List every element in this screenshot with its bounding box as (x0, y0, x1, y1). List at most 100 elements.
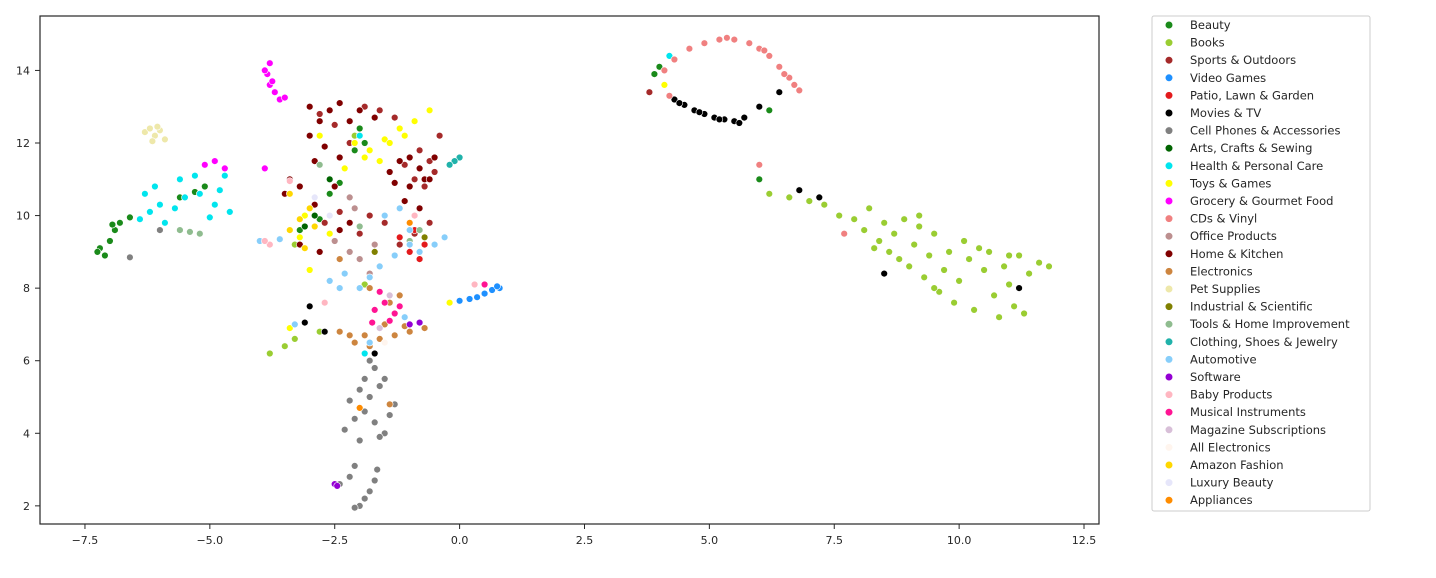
x-tick-label: 12.5 (1072, 534, 1097, 547)
data-point (765, 106, 773, 115)
data-point (311, 193, 319, 202)
data-point (201, 161, 209, 169)
data-point (445, 299, 454, 307)
data-point (361, 494, 369, 503)
data-point (146, 124, 154, 133)
data-point (366, 487, 374, 495)
data-point (326, 190, 334, 198)
data-point (281, 342, 289, 350)
legend-marker (1164, 38, 1174, 47)
data-point (795, 86, 803, 95)
data-point (356, 436, 364, 445)
series-10 (201, 59, 289, 173)
data-point (366, 146, 374, 155)
data-point (376, 106, 384, 115)
data-point (645, 88, 654, 96)
legend-marker (1164, 408, 1174, 417)
data-point (371, 240, 379, 249)
data-point (990, 291, 998, 300)
data-point (351, 415, 359, 423)
data-point (860, 226, 868, 234)
data-point (316, 117, 324, 125)
data-point (153, 122, 162, 131)
legend-marker (1164, 161, 1174, 170)
data-point (346, 193, 354, 202)
data-point (156, 201, 164, 209)
data-point (730, 35, 738, 44)
data-point (890, 230, 898, 238)
legend-marker (1164, 478, 1174, 487)
data-point (670, 95, 679, 104)
data-point (420, 233, 429, 242)
data-point (356, 124, 364, 133)
x-tick-label: 2.5 (576, 534, 594, 547)
data-point (291, 335, 299, 343)
data-point (276, 235, 284, 243)
data-point (326, 230, 334, 238)
data-point (286, 190, 294, 198)
legend-label: Health & Personal Care (1190, 159, 1323, 173)
data-point (351, 462, 359, 470)
legend-label: Cell Phones & Accessories (1190, 124, 1340, 138)
data-point (286, 324, 294, 332)
data-point (965, 255, 973, 263)
data-point (266, 240, 274, 249)
data-point (346, 248, 354, 256)
data-point (266, 349, 274, 358)
series-21 (261, 177, 479, 307)
data-point (925, 251, 933, 260)
legend-item: Amazon Fashion (1164, 458, 1284, 472)
y-tick-label: 6 (23, 355, 30, 368)
series-22 (368, 280, 489, 327)
data-point (885, 248, 893, 256)
legend-marker (1164, 214, 1174, 223)
data-point (376, 335, 384, 343)
data-point (346, 396, 354, 405)
data-point (216, 186, 224, 194)
data-point (373, 465, 381, 474)
data-point (386, 291, 394, 300)
data-point (415, 146, 424, 155)
series-7 (301, 175, 334, 231)
legend-item: Beauty (1164, 18, 1231, 32)
legend-marker (1164, 179, 1174, 188)
data-point (301, 244, 309, 252)
data-point (396, 233, 404, 242)
y-tick-label: 14 (16, 64, 30, 77)
legend-label: Video Games (1190, 71, 1266, 85)
data-point (391, 309, 399, 318)
data-point (895, 255, 903, 263)
data-point (945, 248, 953, 256)
data-point (296, 215, 304, 223)
data-point (361, 331, 369, 339)
data-point (156, 226, 164, 234)
data-point (381, 219, 389, 227)
data-point (201, 182, 209, 191)
data-point (410, 175, 419, 184)
data-point (346, 473, 354, 481)
legend-marker (1164, 249, 1174, 258)
series-26 (311, 193, 334, 220)
data-point (406, 153, 414, 162)
data-point (465, 295, 474, 303)
data-point (361, 139, 369, 147)
data-point (445, 161, 454, 169)
data-point (161, 135, 169, 144)
legend-label: Office Products (1190, 229, 1277, 243)
data-point (415, 164, 424, 173)
data-point (146, 208, 154, 216)
data-point (361, 349, 369, 358)
data-point (396, 157, 404, 165)
data-point (356, 386, 364, 394)
data-point (386, 411, 394, 419)
data-point (211, 157, 219, 165)
data-point (695, 108, 704, 116)
legend-item: Grocery & Gourmet Food (1164, 194, 1333, 208)
data-point (415, 255, 424, 263)
data-point (341, 164, 349, 173)
data-point (371, 349, 379, 358)
data-point (386, 400, 394, 408)
data-point (336, 328, 344, 336)
data-point (430, 168, 439, 176)
data-point (306, 302, 314, 310)
